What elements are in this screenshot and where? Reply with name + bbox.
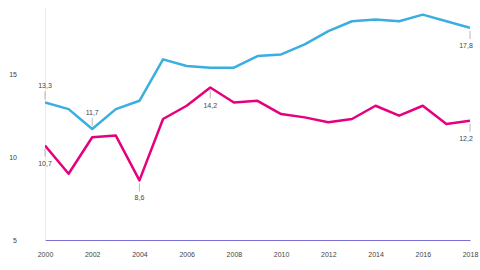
x-tick: 2012 <box>321 240 337 258</box>
value-labels: 13,3 11,7 17,8 10,7 8,6 14,2 12,2 <box>38 31 473 201</box>
y-tick-label: 5 <box>13 237 17 244</box>
x-tick-label: 2000 <box>38 251 54 258</box>
data-label: 17,8 <box>459 42 473 49</box>
y-tick: 5 <box>13 237 45 244</box>
data-label: 11,7 <box>86 109 99 116</box>
y-tick: 15 <box>9 71 45 78</box>
x-axis-line <box>46 240 471 241</box>
x-tick: 2002 <box>85 240 101 258</box>
x-tick-label: 2004 <box>132 251 148 258</box>
y-axis-line <box>45 9 46 241</box>
x-tick: 2006 <box>179 240 195 258</box>
x-tick: 2008 <box>227 240 243 258</box>
label-leader <box>45 149 46 157</box>
x-tick: 2000 <box>38 240 54 258</box>
x-tick: 2004 <box>132 240 148 258</box>
x-tick-label: 2014 <box>368 251 384 258</box>
label-leader <box>470 31 471 39</box>
data-label: 14,2 <box>203 102 217 109</box>
x-tick: 2014 <box>368 240 384 258</box>
x-tick-label: 2002 <box>85 251 101 258</box>
x-tick-label: 2008 <box>227 251 243 258</box>
y-tick-label: 10 <box>9 154 17 161</box>
x-tick-label: 2018 <box>463 251 479 258</box>
label-leader <box>139 183 140 191</box>
y-tick-label: 15 <box>9 71 17 78</box>
x-tick-label: 2016 <box>415 251 431 258</box>
data-label: 12,2 <box>459 135 473 142</box>
label-leader <box>92 118 93 126</box>
x-tick-label: 2012 <box>321 251 337 258</box>
label-leader <box>210 91 211 99</box>
x-tick: 2018 <box>463 240 479 258</box>
x-tick: 2010 <box>274 240 290 258</box>
series-line <box>45 88 470 181</box>
data-label: 13,3 <box>38 82 52 89</box>
x-tick: 2016 <box>415 240 431 258</box>
x-tick-label: 2006 <box>179 251 195 258</box>
x-axis: 2000 2002 2004 2006 2008 2010 2012 2014 2016 2018 <box>38 240 479 258</box>
y-axis: 5 10 15 <box>9 9 45 244</box>
lines <box>45 15 470 181</box>
chart: 2000 2002 2004 2006 2008 2010 2012 2014 2016 2018… <box>0 0 480 270</box>
data-label: 10,7 <box>38 160 52 167</box>
data-label: 8,6 <box>135 194 145 201</box>
label-leader <box>470 124 471 132</box>
label-leader <box>45 91 46 99</box>
x-tick-label: 2010 <box>274 251 290 258</box>
